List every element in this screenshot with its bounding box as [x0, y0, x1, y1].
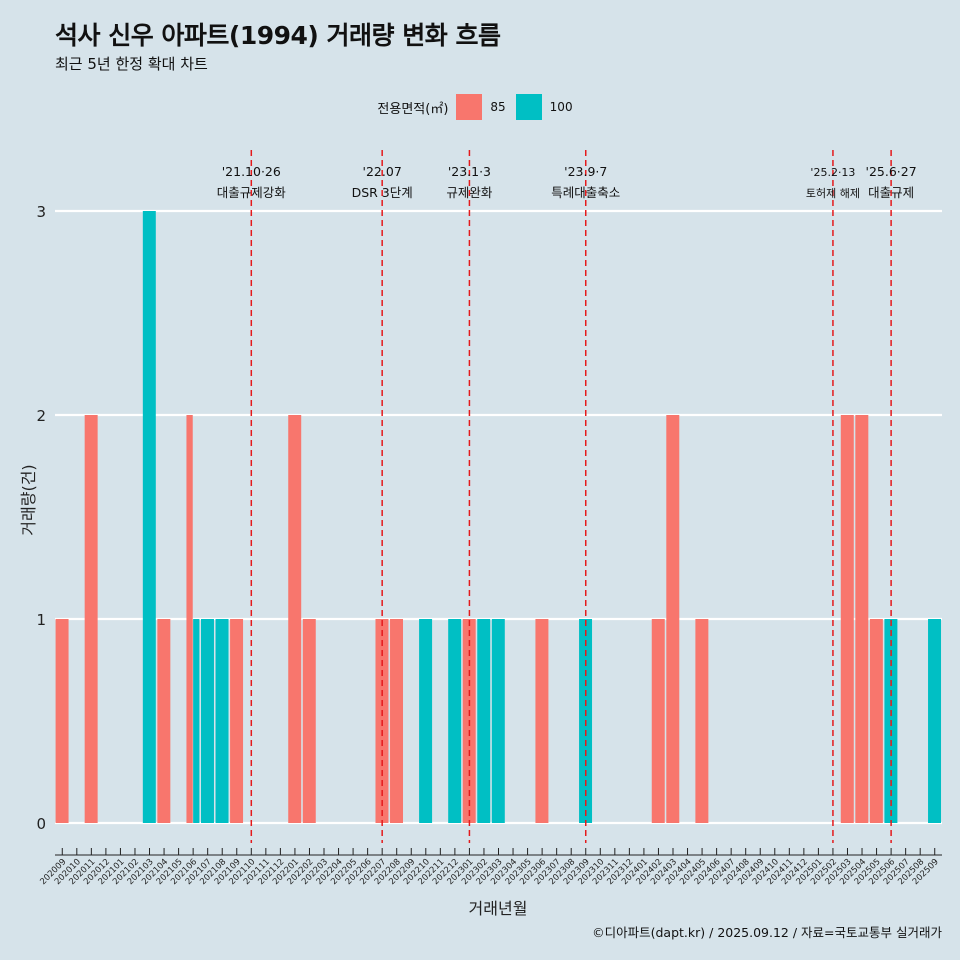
legend-label-85: 85 [490, 100, 506, 114]
legend-item-100: 100 [515, 94, 573, 120]
bar-202106-85 [186, 415, 193, 823]
legend-item-85: 85 [456, 94, 506, 120]
bar-202210-100 [419, 619, 433, 823]
bar-202009-85 [55, 619, 69, 823]
bar-202103-100 [142, 211, 156, 823]
y-tick-label: 2 [36, 407, 46, 425]
bar-202405-85 [695, 619, 709, 823]
bar-202109-85 [230, 619, 244, 823]
bar-202107-100 [200, 619, 214, 823]
bar-202303-100 [491, 619, 505, 823]
bar-202104-85 [157, 619, 171, 823]
bar-202403-85 [666, 415, 680, 823]
event-date: '22.07 [363, 164, 402, 179]
bar-202306-85 [535, 619, 549, 823]
event-label: 대출규제강화 [217, 185, 287, 200]
x-axis-label: 거래년월 [469, 899, 528, 918]
y-axis-label: 거래량(건) [19, 464, 38, 535]
y-tick-label: 0 [36, 815, 46, 833]
chart-subtitle: 최근 5년 한정 확대 차트 [55, 55, 208, 73]
event-label: 토허제 해제 [806, 186, 860, 200]
event-date: '25.6·27 [866, 164, 917, 179]
bar-202504-85 [855, 415, 869, 823]
event-date: '25.2·13 [810, 166, 855, 179]
bar-202108-100 [215, 619, 229, 823]
event-lines: '21.10·26 대출규제강화 '22.07 DSR 3단계 '23.1·3 규제완화 '… [217, 150, 917, 843]
event-date: '21.10·26 [222, 164, 281, 179]
legend-title: 전용면적(㎡) [377, 101, 449, 117]
y-tick-label: 3 [36, 203, 46, 221]
event-label: 대출규제 [868, 185, 914, 200]
event-date: '23.9·7 [564, 164, 607, 179]
bar-202011-85 [84, 415, 98, 823]
bar-202202-85 [302, 619, 316, 823]
x-axis: 2020092020102020112020122021012021022021… [38, 848, 942, 887]
event-label: 특례대출축소 [551, 185, 620, 200]
y-tick-label: 1 [36, 611, 46, 629]
caption: ©디아파트(dapt.kr) / 2025.09.12 / 자료=국토교통부 실… [592, 925, 942, 940]
y-axis: 0 1 2 3 [36, 203, 46, 833]
event-label: 규제완화 [446, 185, 493, 200]
event-date: '23.1·3 [448, 164, 491, 179]
bar-202106-100 [193, 619, 200, 823]
legend-label-100: 100 [549, 100, 573, 114]
legend: 전용면적(㎡) 85 100 [0, 94, 960, 120]
chart-title: 석사 신우 아파트(1994) 거래량 변화 흐름 [55, 21, 501, 50]
event-label: DSR 3단계 [352, 185, 413, 200]
bars [55, 211, 942, 823]
bar-202503-85 [840, 415, 854, 823]
bar-202402-85 [651, 619, 665, 823]
bar-202302-100 [477, 619, 491, 823]
bar-202509-100 [928, 619, 942, 823]
bar-202208-85 [390, 619, 404, 823]
legend-swatch-100 [515, 94, 542, 120]
bar-202201-85 [288, 415, 302, 823]
legend-swatch-85 [456, 94, 483, 120]
bar-202212-100 [448, 619, 462, 823]
bar-202505-85 [869, 619, 883, 823]
